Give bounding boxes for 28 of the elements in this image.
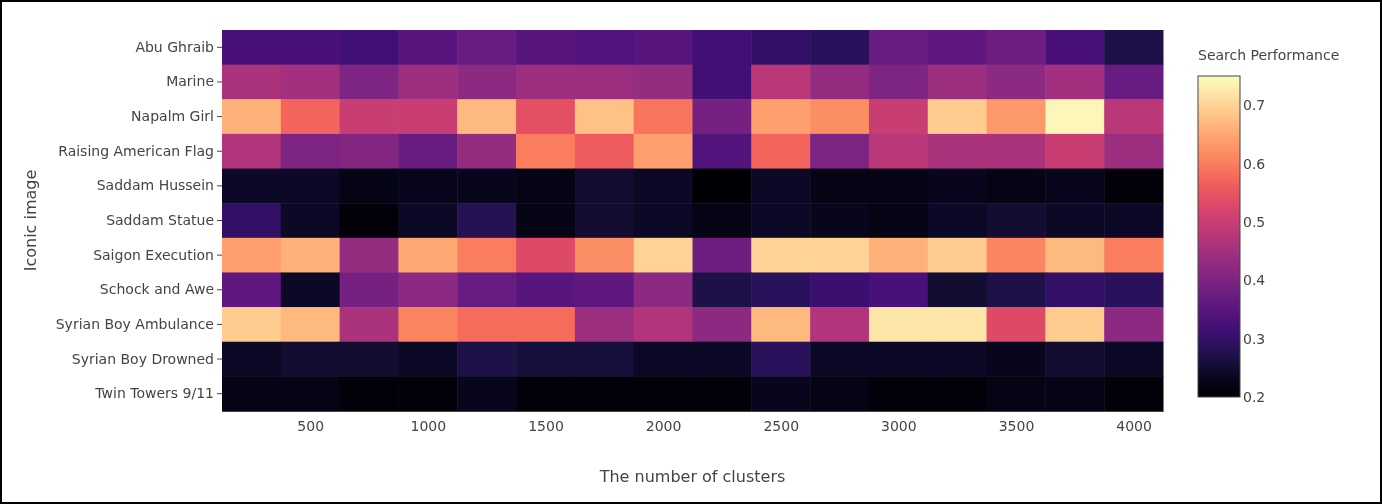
x-tick-label: 3000 <box>881 417 917 434</box>
x-tick-label: 2000 <box>645 417 682 434</box>
x-tick-label: 1500 <box>528 417 564 434</box>
y-tick-label: Marine <box>166 73 214 90</box>
y-tick-label: Raising American Flag <box>58 142 214 159</box>
y-tick-label: Twin Towers 9/11 <box>94 385 214 402</box>
y-tick-label: Syrian Boy Drowned <box>71 350 214 367</box>
color-bar-title: Search Performance <box>1198 47 1340 63</box>
x-tick-label: 500 <box>297 417 325 434</box>
x-tick-label: 3500 <box>998 417 1035 434</box>
y-tick-label: Abu Ghraib <box>135 38 215 55</box>
y-tick-label: Saddam Statue <box>106 211 214 228</box>
color-bar-label: 0.3 <box>1243 330 1266 347</box>
y-tick-label: Napalm Girl <box>131 108 214 125</box>
y-axis-title: Iconic image <box>21 169 40 272</box>
x-axis-title: The number of clusters <box>598 467 786 486</box>
color-bar-label: 0.4 <box>1243 272 1266 289</box>
x-tick-label: 2500 <box>763 417 800 434</box>
color-bar-label: 0.5 <box>1243 213 1266 230</box>
color-bar-label: 0.7 <box>1243 97 1266 114</box>
y-tick-label: Schock and Awe <box>99 281 214 298</box>
color-bar-label: 0.2 <box>1243 388 1266 405</box>
y-tick-label: Saigon Execution <box>93 246 214 263</box>
x-tick-label: 1000 <box>410 417 447 434</box>
x-tick-label: 4000 <box>1116 417 1152 434</box>
y-tick-label: Saddam Hussein <box>96 177 214 194</box>
color-bar-label: 0.6 <box>1243 155 1266 172</box>
y-tick-label: Syrian Boy Ambulance <box>55 315 214 332</box>
